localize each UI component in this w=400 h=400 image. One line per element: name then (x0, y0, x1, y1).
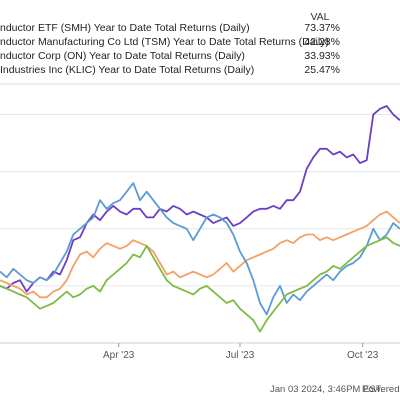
legend-entry-2: nductor Corp (ON) Year to Date Total Ret… (0, 50, 245, 62)
legend-value-0: 73.37% (304, 22, 340, 34)
x-axis: Apr '23 Jul '23 Oct '23 (103, 343, 379, 361)
series-lines (0, 105, 400, 333)
legend-value-1: 42.28% (304, 36, 340, 48)
footer-powered-by: Powered by (362, 384, 400, 395)
series-line-0 (0, 105, 400, 293)
x-tick-label-1: Jul '23 (226, 350, 255, 361)
series-line-2 (0, 182, 400, 316)
legend-entry-3: Industries Inc (KLIC) Year to Date Total… (0, 64, 254, 76)
legend: VAL nductor ETF (SMH) Year to Date Total… (0, 11, 400, 85)
legend-value-header: VAL (310, 11, 329, 23)
x-tick-label-0: Apr '23 (103, 350, 135, 361)
series-line-3 (0, 236, 400, 333)
footer: Jan 03 2024, 3:46PM EST. Powered by (270, 384, 400, 395)
legend-entry-0: nductor ETF (SMH) Year to Date Total Ret… (0, 22, 250, 34)
legend-value-2: 33.93% (304, 50, 340, 62)
x-tick-label-2: Oct '23 (347, 350, 379, 361)
footer-timestamp: Jan 03 2024, 3:46PM EST. (270, 384, 383, 395)
legend-value-3: 25.47% (304, 64, 340, 76)
series-line-1 (0, 210, 400, 299)
legend-entry-1: nductor Manufacturing Co Ltd (TSM) Year … (0, 36, 329, 48)
